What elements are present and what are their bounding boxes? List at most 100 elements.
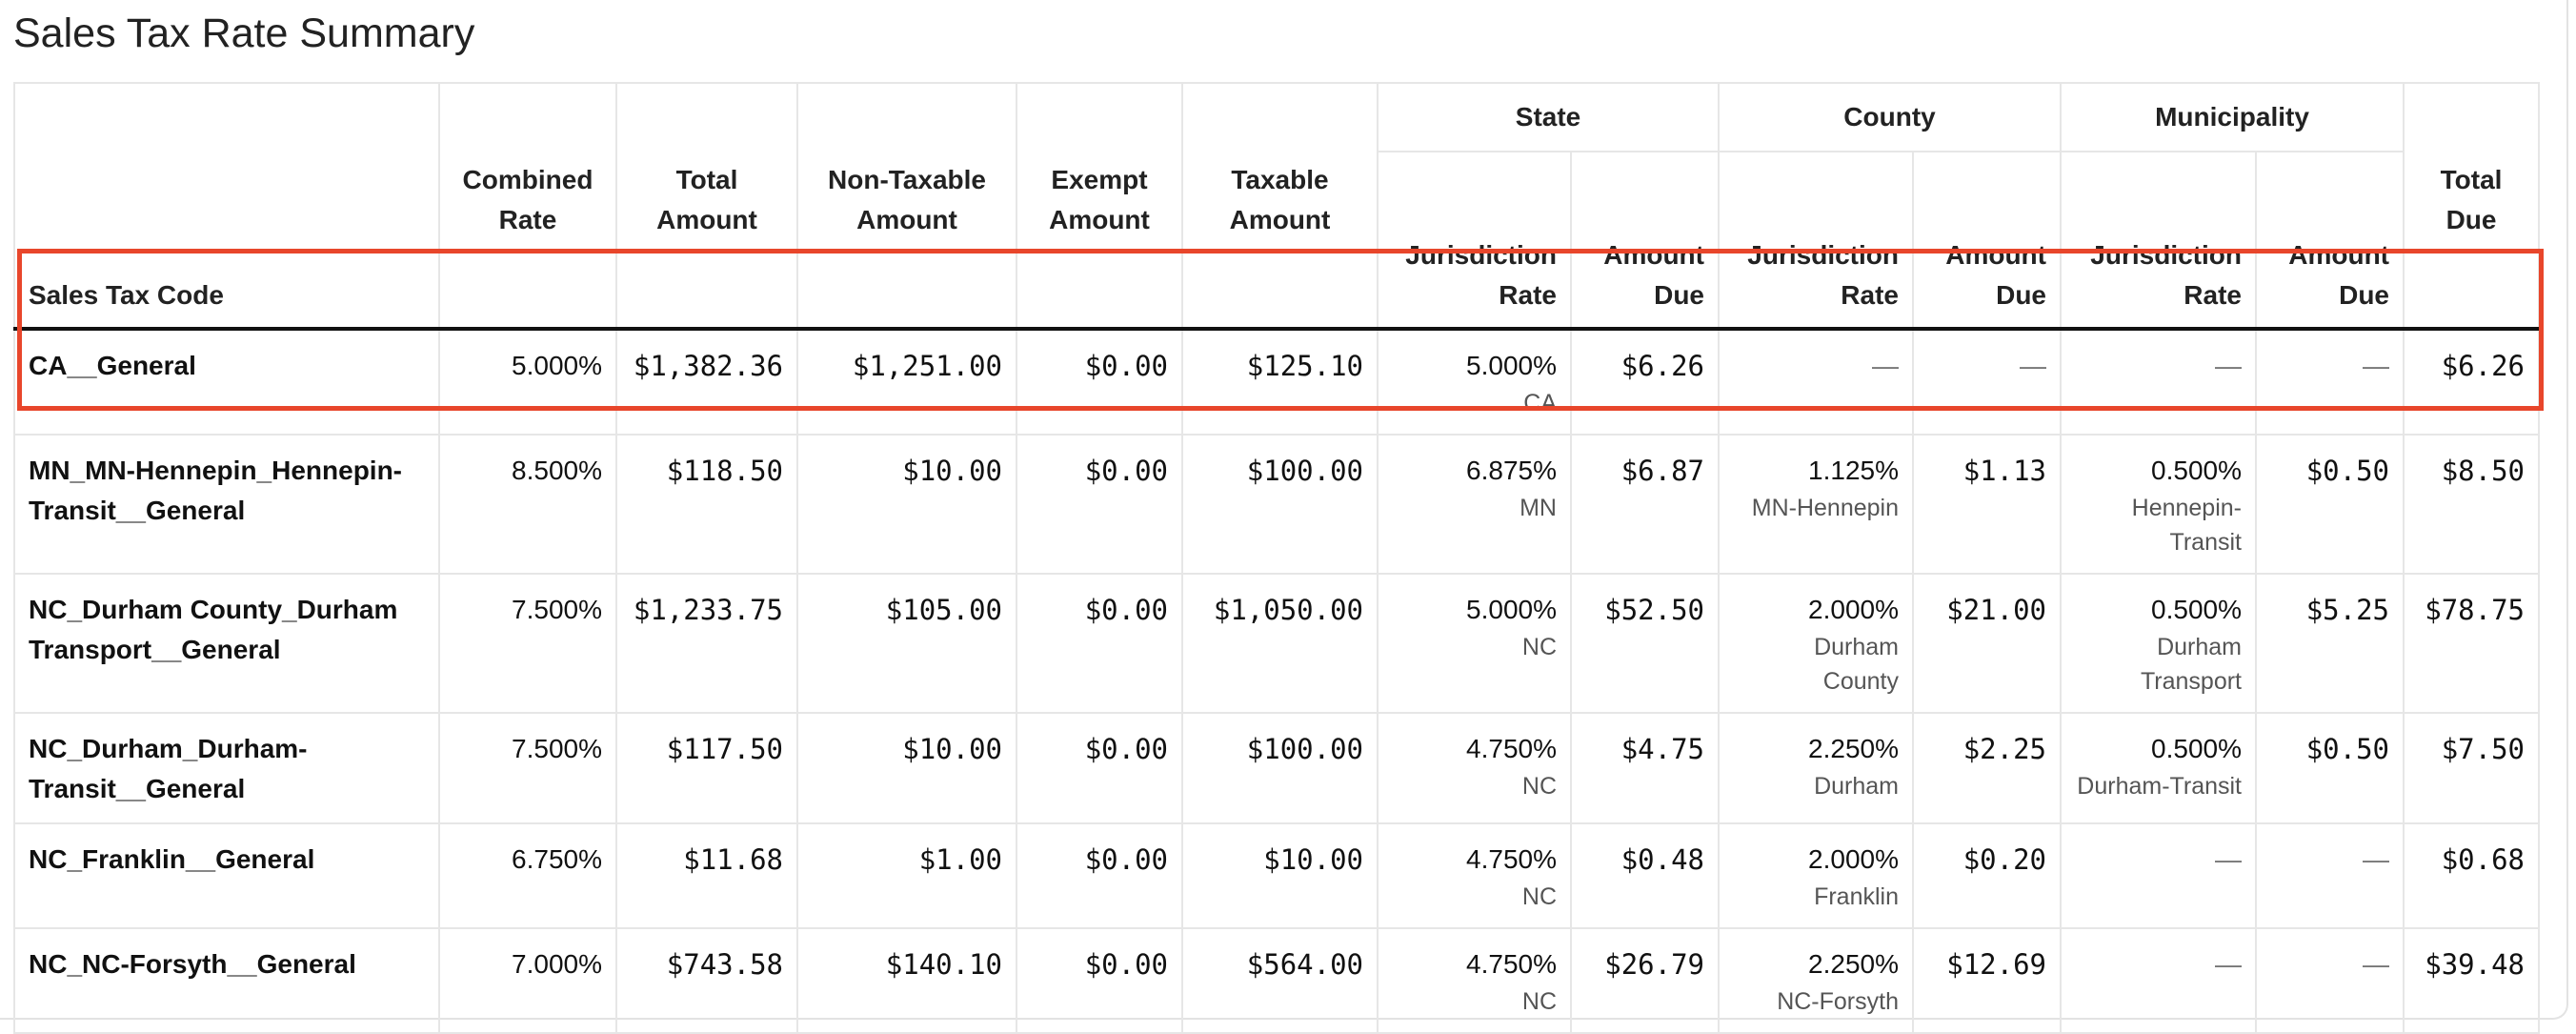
cell-municipality-rate: — (2060, 822, 2257, 929)
cell-municipality-rate: — (2060, 328, 2257, 436)
table-row[interactable]: CA__General 5.000% $1,382.36 $1,251.00 $… (13, 328, 2541, 436)
cell-county-amount-due: $2.25 (1912, 712, 2062, 824)
cell-taxable-amount: $100.00 (1181, 712, 1379, 824)
cell-exempt-amount: $0.00 (1016, 927, 1183, 1034)
table-body: CA__General 5.000% $1,382.36 $1,251.00 $… (13, 328, 2541, 1034)
header-county-jurisdiction-rate[interactable]: Jurisdiction Rate (1718, 151, 1914, 331)
cell-total-amount: $118.50 (615, 434, 798, 575)
state-jurisdiction-name: NC (1521, 883, 1557, 910)
header-total-amount[interactable]: Total Amount (615, 82, 798, 331)
cell-sales-tax-code: NC_Durham County_Durham Transport__Gener… (13, 573, 440, 714)
cell-state-rate: 4.750% NC (1377, 712, 1572, 824)
cell-exempt-amount: $0.00 (1016, 573, 1183, 714)
county-jurisdiction-name: NC-Forsyth (1777, 988, 1899, 1015)
header-sales-tax-code[interactable]: Sales Tax Code (13, 82, 440, 331)
state-jurisdiction-name: NC (1521, 634, 1557, 660)
cell-total-due: $8.50 (2403, 434, 2541, 575)
header-municipality-amount-due[interactable]: Amount Due (2254, 151, 2405, 331)
state-jurisdiction-name: NC (1521, 988, 1557, 1015)
county-jurisdiction-name: Durham (1814, 773, 1899, 800)
cell-total-amount: $11.68 (615, 822, 798, 929)
cell-sales-tax-code: NC_Durham_Durham-Transit__General (13, 712, 440, 824)
cell-state-rate: 6.875% MN (1377, 434, 1572, 575)
sales-tax-table: Sales Tax Code Combined Rate Total Amount … (13, 82, 2541, 1034)
cell-taxable-amount: $1,050.00 (1181, 573, 1379, 714)
cell-total-due: $78.75 (2403, 573, 2541, 714)
cell-county-rate: 2.000% Durham County (1718, 573, 1914, 714)
cell-municipality-amount-due: $0.50 (2254, 712, 2405, 824)
cell-sales-tax-code: MN_MN-Hennepin_Hennepin-Transit__General (13, 434, 440, 575)
cell-county-rate: 2.000% Franklin (1718, 822, 1914, 929)
cell-municipality-rate: — (2060, 927, 2257, 1034)
state-jurisdiction-name: MN (1519, 495, 1557, 521)
municipality-jurisdiction-name: Durham Transport (2140, 634, 2242, 695)
table-row[interactable]: NC_Durham County_Durham Transport__Gener… (13, 573, 2541, 714)
cell-county-amount-due: $12.69 (1912, 927, 2062, 1034)
cell-combined-rate: 7.500% (438, 573, 617, 714)
cell-municipality-rate: 0.500% Durham Transport (2060, 573, 2257, 714)
cell-total-due: $39.48 (2403, 927, 2541, 1034)
cell-county-amount-due: $1.13 (1912, 434, 2062, 575)
county-jurisdiction-name: MN-Hennepin (1751, 495, 1899, 521)
cell-taxable-amount: $100.00 (1181, 434, 1379, 575)
cell-taxable-amount: $564.00 (1181, 927, 1379, 1034)
header-combined-rate[interactable]: Combined Rate (438, 82, 617, 331)
cell-combined-rate: 7.500% (438, 712, 617, 824)
cell-exempt-amount: $0.00 (1016, 822, 1183, 929)
cell-combined-rate: 7.000% (438, 927, 617, 1034)
cell-state-amount-due: $52.50 (1570, 573, 1720, 714)
table-row[interactable]: MN_MN-Hennepin_Hennepin-Transit__General… (13, 434, 2541, 575)
cell-non-taxable-amount: $1.00 (796, 822, 1017, 929)
cell-total-amount: $743.58 (615, 927, 798, 1034)
table-row[interactable]: NC_Franklin__General 6.750% $11.68 $1.00… (13, 822, 2541, 929)
header-non-taxable-amount[interactable]: Non-Taxable Amount (796, 82, 1017, 331)
cell-combined-rate: 5.000% (438, 328, 617, 436)
cell-total-amount: $1,382.36 (615, 328, 798, 436)
cell-municipality-rate: 0.500% Durham-Transit (2060, 712, 2257, 824)
cell-taxable-amount: $125.10 (1181, 328, 1379, 436)
state-jurisdiction-name: NC (1521, 773, 1557, 800)
header-state-jurisdiction-rate[interactable]: Jurisdiction Rate (1377, 151, 1572, 331)
cell-municipality-rate: 0.500% Hennepin-Transit (2060, 434, 2257, 575)
cell-total-due: $6.26 (2403, 328, 2541, 436)
cell-state-amount-due: $26.79 (1570, 927, 1720, 1034)
cell-sales-tax-code: CA__General (13, 328, 440, 436)
cell-total-amount: $1,233.75 (615, 573, 798, 714)
cell-sales-tax-code: NC_NC-Forsyth__General (13, 927, 440, 1034)
cell-exempt-amount: $0.00 (1016, 328, 1183, 436)
cell-municipality-amount-due: $5.25 (2254, 573, 2405, 714)
cell-total-amount: $117.50 (615, 712, 798, 824)
cell-municipality-amount-due: — (2254, 927, 2405, 1034)
county-jurisdiction-name: Durham County (1814, 634, 1899, 695)
cell-county-amount-due: $0.20 (1912, 822, 2062, 929)
cell-municipality-amount-due: — (2254, 328, 2405, 436)
header-total-due[interactable]: Total Due (2403, 82, 2541, 331)
cell-state-amount-due: $6.87 (1570, 434, 1720, 575)
page-title: Sales Tax Rate Summary (13, 10, 475, 56)
header-exempt-amount[interactable]: Exempt Amount (1016, 82, 1183, 331)
table-header: Sales Tax Code Combined Rate Total Amount … (13, 82, 2541, 331)
header-group-state: State (1377, 82, 1720, 152)
cell-exempt-amount: $0.00 (1016, 434, 1183, 575)
table-row[interactable]: NC_Durham_Durham-Transit__General 7.500%… (13, 712, 2541, 824)
cell-total-due: $0.68 (2403, 822, 2541, 929)
header-county-amount-due[interactable]: Amount Due (1912, 151, 2062, 331)
county-jurisdiction-name: Franklin (1814, 883, 1899, 910)
cell-state-amount-due: $4.75 (1570, 712, 1720, 824)
cell-state-rate: 4.750% NC (1377, 822, 1572, 929)
cell-taxable-amount: $10.00 (1181, 822, 1379, 929)
table-row[interactable]: NC_NC-Forsyth__General 7.000% $743.58 $1… (13, 927, 2541, 1034)
cell-state-rate: 5.000% NC (1377, 573, 1572, 714)
cell-combined-rate: 6.750% (438, 822, 617, 929)
municipality-jurisdiction-name: Hennepin-Transit (2131, 495, 2242, 556)
header-municipality-jurisdiction-rate[interactable]: Jurisdiction Rate (2060, 151, 2257, 331)
cell-non-taxable-amount: $10.00 (796, 712, 1017, 824)
cell-county-amount-due: — (1912, 328, 2062, 436)
header-state-amount-due[interactable]: Amount Due (1570, 151, 1720, 331)
cell-total-due: $7.50 (2403, 712, 2541, 824)
cell-county-rate: — (1718, 328, 1914, 436)
cell-sales-tax-code: NC_Franklin__General (13, 822, 440, 929)
header-taxable-amount[interactable]: Taxable Amount (1181, 82, 1379, 331)
cell-municipality-amount-due: — (2254, 822, 2405, 929)
